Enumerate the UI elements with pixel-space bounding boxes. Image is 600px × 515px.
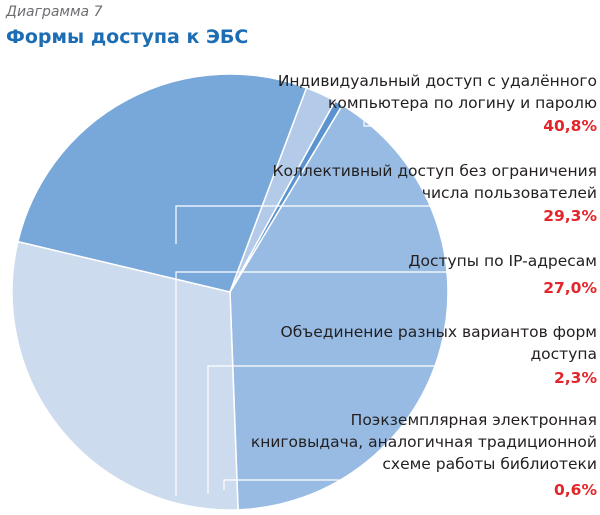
slice-label-3-line-1: Доступы по IP-адресам xyxy=(408,252,597,270)
slice-value-5: 0,6% xyxy=(554,481,597,499)
slice-label-5-line-1: Поэкземплярная электронная xyxy=(351,411,597,429)
slice-label-4-line-2: доступа xyxy=(530,345,597,363)
slice-value-3: 27,0% xyxy=(543,279,597,297)
leader-line-5 xyxy=(223,479,597,490)
slice-value-4: 2,3% xyxy=(554,369,597,387)
slice-label-4-line-1: Объединение разных вариантов форм xyxy=(281,323,597,341)
slice-label-5-line-3: схеме работы библиотеки xyxy=(382,455,597,473)
pie-slice-5 xyxy=(229,100,344,293)
slice-value-2: 29,3% xyxy=(543,207,597,225)
slice-label-1-line-1: Индивидуальный доступ с удалённого xyxy=(278,72,597,90)
chart-subtitle: Диаграмма 7 xyxy=(6,4,103,20)
leader-line-4 xyxy=(207,365,597,494)
slice-value-1: 40,8% xyxy=(543,117,597,135)
slice-label-2-line-2: числа пользователей xyxy=(422,184,597,202)
leader-line-3 xyxy=(175,271,597,496)
leader-line-1 xyxy=(363,113,597,127)
slice-label-2-line-1: Коллективный доступ без ограничения xyxy=(273,162,597,180)
leader-line-2 xyxy=(175,205,597,244)
slice-label-5-line-2: книговыдача, аналогичная традиционной xyxy=(251,433,597,451)
pie-slice-3 xyxy=(16,73,308,293)
pie-slice-2 xyxy=(11,240,239,511)
chart-title: Формы доступа к ЭБС xyxy=(6,26,249,48)
slice-label-1-line-2: компьютера по логину и паролю xyxy=(328,94,597,112)
